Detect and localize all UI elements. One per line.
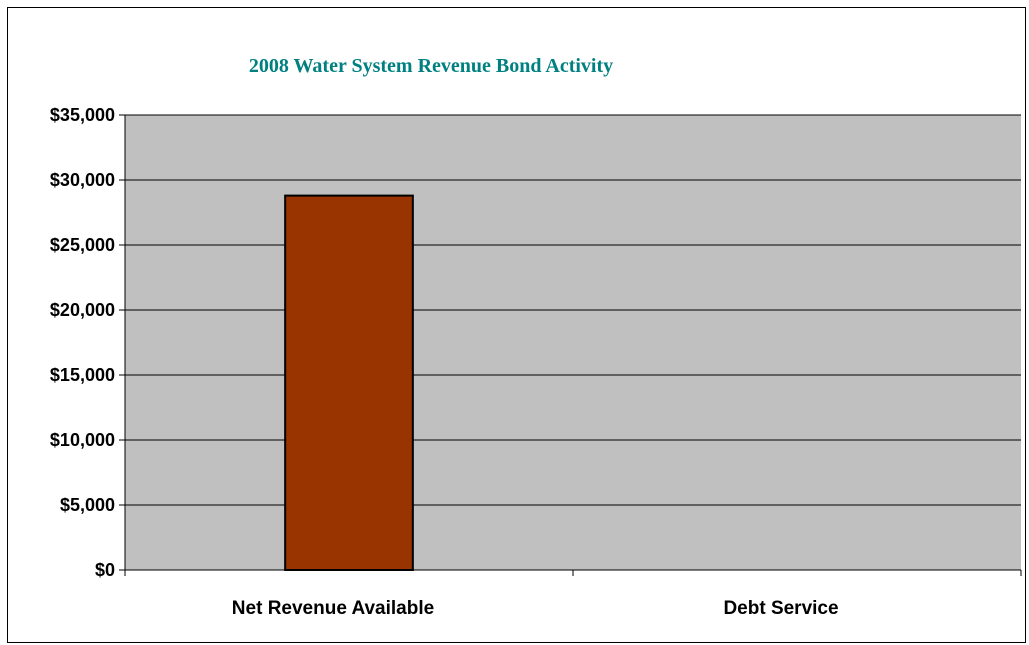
y-tick-label: $20,000 (50, 300, 115, 320)
x-axis-category-labels: Net Revenue Available Debt Service (232, 598, 839, 619)
y-tick-label: $5,000 (60, 495, 115, 515)
y-tick-label: $30,000 (50, 170, 115, 190)
plot-area (125, 115, 1021, 570)
y-tick-label: $10,000 (50, 430, 115, 450)
bars (284, 194, 414, 571)
gridlines (119, 114, 1021, 571)
y-tick-label: $0 (95, 560, 115, 580)
y-tick-label: $15,000 (50, 365, 115, 385)
y-tick-label: $25,000 (50, 235, 115, 255)
axes (124, 115, 1022, 576)
y-axis-tick-labels: $0 $5,000 $10,000 $15,000 $20,000 $25,000 $30,… (50, 105, 115, 580)
bar-chart: 2008 Water System Revenue Bond Activity … (50, 55, 1022, 619)
y-tick-label: $35,000 (50, 105, 115, 125)
x-category-label: Debt Service (723, 598, 838, 619)
x-category-label: Net Revenue Available (232, 598, 434, 619)
bar-net-revenue-available (284, 194, 414, 571)
chart-frame: 2008 Water System Revenue Bond Activity … (7, 7, 1026, 643)
chart-title: 2008 Water System Revenue Bond Activity (249, 55, 613, 77)
